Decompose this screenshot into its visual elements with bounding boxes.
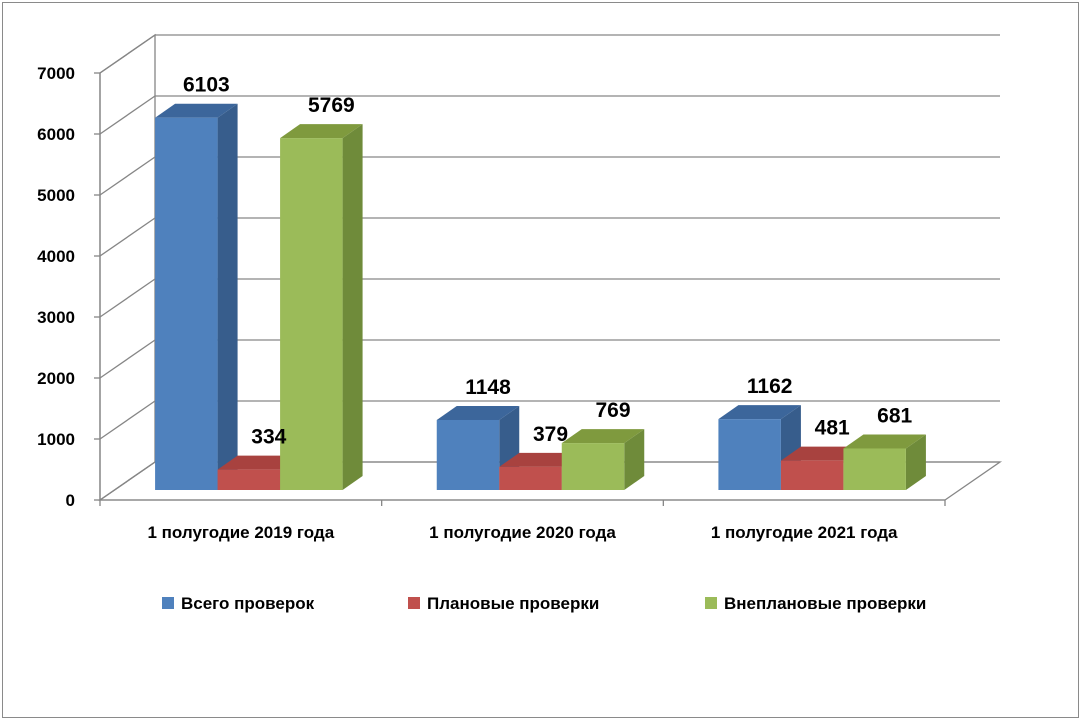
bar-side [624, 429, 645, 490]
data-label: 379 [533, 423, 568, 446]
legend-swatch [162, 597, 174, 609]
plot-side-wall [99, 33, 156, 502]
bar [499, 452, 582, 490]
gridline [99, 34, 1000, 74]
bar-front [718, 419, 781, 490]
gridline [99, 156, 1000, 196]
legend-label: Внеплановые проверки [724, 594, 926, 613]
legend-item: Внеплановые проверки [705, 594, 926, 613]
bar-top [436, 405, 520, 420]
gridline [99, 400, 1000, 440]
legend-swatch [408, 597, 420, 609]
bar [718, 405, 801, 490]
data-label: 681 [877, 404, 912, 427]
y-tick-label: 1000 [37, 430, 75, 449]
bar-top [155, 103, 238, 118]
bar-front [280, 138, 343, 490]
bar-front [780, 460, 844, 490]
data-label: 334 [251, 426, 286, 449]
gridline [99, 278, 1000, 318]
x-axis: 1 полугодие 2019 года 1 полугодие 2020 го… [99, 499, 946, 542]
legend-item: Плановые проверки [408, 594, 599, 613]
x-category-label: 1 полугодие 2020 года [429, 523, 616, 542]
data-label: 1162 [747, 375, 793, 398]
bar [843, 434, 926, 490]
bar-front [155, 117, 218, 490]
gridline [99, 339, 1000, 379]
y-tick-label: 6000 [37, 125, 75, 144]
y-tick-label: 0 [66, 491, 75, 510]
legend-swatch [705, 597, 717, 609]
bar-top [217, 455, 301, 470]
data-label: 769 [595, 399, 630, 422]
bar [780, 446, 864, 490]
bar [280, 124, 363, 490]
data-label: 6103 [183, 74, 230, 97]
bar-front [217, 469, 281, 490]
data-label: 5769 [308, 94, 355, 117]
y-tick-label: 4000 [37, 247, 75, 266]
gridline [99, 217, 1000, 257]
bar [561, 429, 645, 490]
bar-top [280, 124, 363, 139]
bar-top [718, 405, 801, 420]
bar-side [905, 434, 926, 490]
bar-side [342, 124, 363, 490]
bar-side [217, 103, 238, 490]
gridline [99, 461, 1000, 501]
bar-top [780, 446, 864, 461]
y-axis: 0 1000 2000 3000 4000 5000 6000 7000 [37, 64, 101, 510]
bars [155, 103, 926, 490]
data-labels: 6103 1148 1162 334 379 481 5769 769 681 [183, 74, 913, 449]
y-tick-label: 2000 [37, 369, 75, 388]
y-tick-label: 5000 [37, 186, 75, 205]
bar-front [843, 448, 906, 490]
legend-label: Плановые проверки [427, 594, 599, 613]
x-category-label: 1 полугодие 2021 года [711, 523, 898, 542]
bar-top [561, 429, 645, 444]
bar [155, 103, 238, 490]
y-tick-label: 3000 [37, 308, 75, 327]
bar-front [436, 419, 500, 490]
gridline [99, 95, 1000, 135]
x-category-label: 1 полугодие 2019 года [147, 523, 334, 542]
legend-item: Всего проверок [162, 594, 315, 613]
y-tick-label: 7000 [37, 64, 75, 83]
legend: Всего проверок Плановые проверки Внепланов… [162, 594, 926, 613]
bar-top [499, 452, 582, 467]
data-label: 1148 [465, 376, 511, 399]
data-label: 481 [815, 417, 850, 440]
legend-label: Всего проверок [181, 594, 315, 613]
bar-front [561, 443, 625, 490]
gridlines [99, 34, 1000, 501]
bar-front [499, 466, 562, 490]
bar-top [843, 434, 926, 449]
